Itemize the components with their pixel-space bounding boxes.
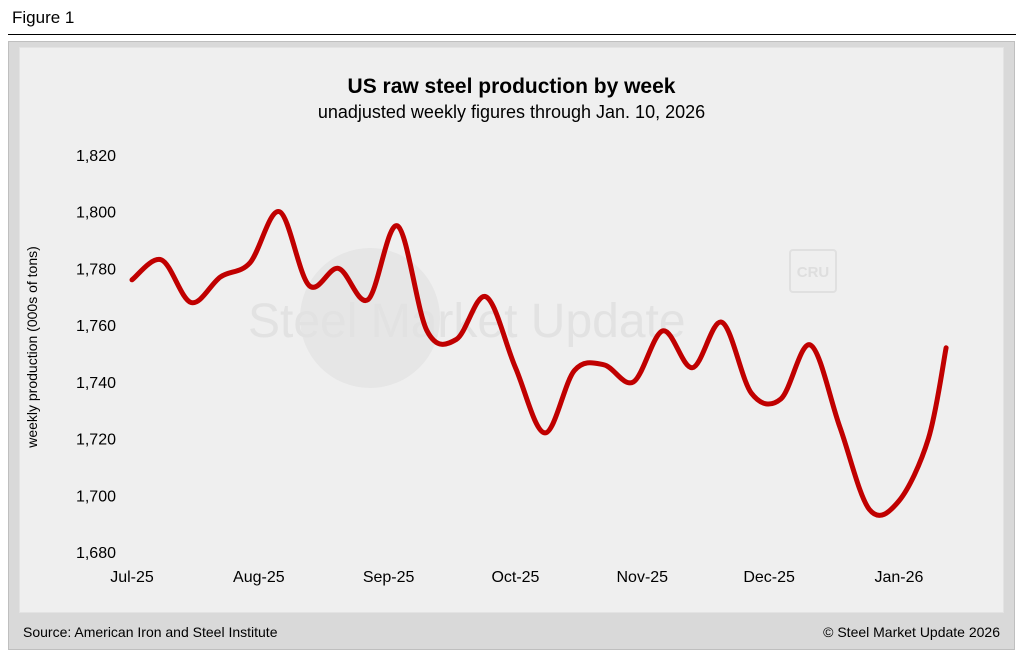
x-tick-label: Nov-25	[616, 569, 668, 586]
source-note: Source: American Iron and Steel Institut…	[23, 624, 278, 640]
y-tick-label: 1,800	[76, 205, 116, 222]
y-tick-label: 1,760	[76, 318, 116, 335]
watermark-logo-box	[789, 249, 837, 293]
y-tick-label: 1,700	[76, 488, 116, 505]
x-tick-label: Jan-26	[874, 569, 923, 586]
x-tick-label: Dec-25	[743, 569, 795, 586]
figure-label: Figure 1	[12, 8, 75, 27]
y-tick-label: 1,780	[76, 261, 116, 278]
chart-panel: US raw steel production by week unadjust…	[8, 41, 1015, 650]
watermark: Steel Market Update CRU	[248, 248, 837, 388]
chart-subtitle: unadjusted weekly figures through Jan. 1…	[317, 102, 706, 122]
y-tick-label: 1,720	[76, 432, 116, 449]
x-tick-label: Aug-25	[233, 569, 285, 586]
watermark-logo: CRU	[797, 264, 830, 281]
y-tick-label: 1,820	[76, 148, 116, 165]
chart-area	[19, 47, 1004, 613]
x-tick-label: Jul-25	[110, 569, 154, 586]
figure-divider	[8, 34, 1016, 35]
y-axis-ticks: 1,680 1,700 1,720 1,740 1,760 1,780 1,800 1,820	[76, 148, 116, 562]
y-tick-label: 1,740	[76, 375, 116, 392]
production-line	[129, 209, 949, 518]
x-tick-label: Oct-25	[491, 569, 539, 586]
copyright-note: © Steel Market Update 2026	[823, 624, 1000, 640]
x-axis-ticks: Jul-25 Aug-25 Sep-25 Oct-25 Nov-25 Dec-25 Jan-…	[110, 569, 923, 586]
x-tick-label: Sep-25	[363, 569, 415, 586]
y-tick-label: 1,680	[76, 545, 116, 562]
chart-title: US raw steel production by week	[347, 75, 676, 98]
y-axis-label: weekly production (000s of tons)	[24, 246, 40, 449]
watermark-swoosh	[300, 248, 440, 388]
